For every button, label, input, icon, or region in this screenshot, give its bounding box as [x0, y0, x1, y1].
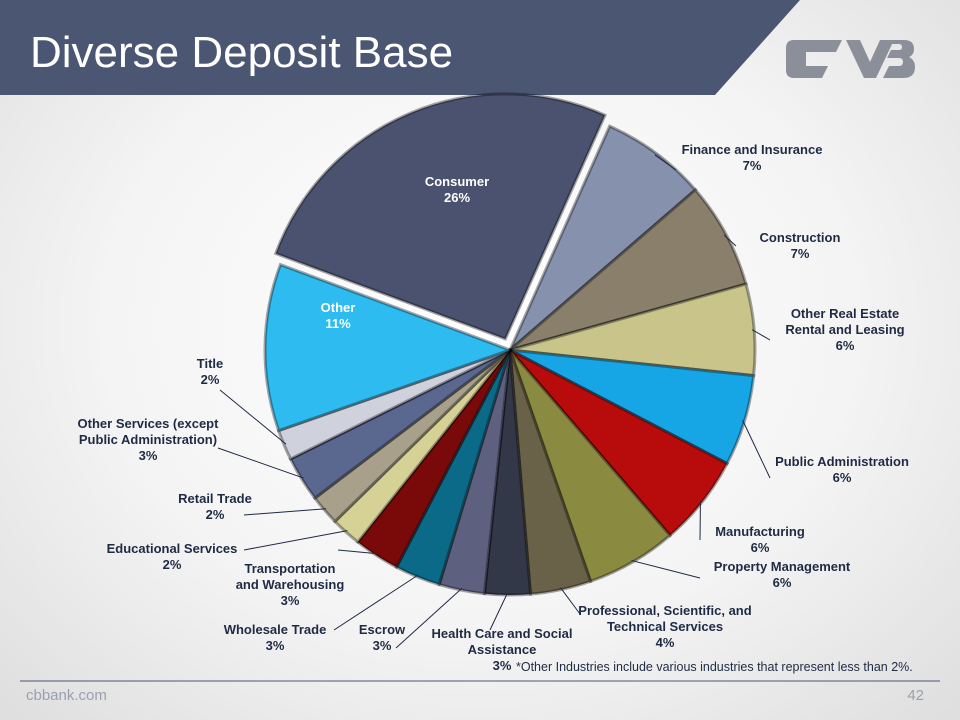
leader-line: [560, 587, 581, 615]
category-label: Property Management: [713, 559, 851, 574]
slice-label: Property Management 6%: [697, 559, 867, 591]
value-label: 26%: [443, 190, 471, 205]
pie-slice: [508, 349, 673, 584]
category-label: Finance and Insurance: [681, 142, 823, 157]
leader-line: [333, 574, 419, 631]
value-label: 6%: [835, 338, 855, 353]
value-label: 3%: [280, 593, 300, 608]
pie-slice: [508, 349, 593, 596]
pie-slice: [332, 348, 512, 545]
category-label: Retail Trade: [178, 491, 252, 506]
leader-line: [337, 549, 378, 555]
slice-label: Other Services (except Public Administra…: [63, 416, 233, 464]
pie-slice: [394, 349, 512, 587]
pie-slice: [273, 92, 607, 341]
category-label: Other Real Estate Rental and Leasing: [785, 306, 905, 337]
leader-line: [243, 530, 348, 551]
leader-line: [654, 154, 677, 171]
slice-label: Title 2%: [180, 356, 240, 388]
pie-slice: [509, 187, 748, 352]
category-label: Title: [196, 356, 224, 371]
category-label: Wholesale Trade: [223, 622, 327, 637]
pie-slice: [288, 348, 511, 501]
slice-label: Professional, Scientific, and Technical …: [560, 603, 770, 651]
value-label: 7%: [790, 246, 810, 261]
page-number: 42: [907, 687, 924, 704]
slice-label: Finance and Insurance 7%: [667, 142, 837, 174]
category-label: Other Services (except Public Administra…: [77, 416, 219, 447]
leader-line: [631, 559, 701, 579]
pie-slice: [508, 348, 730, 538]
value-label: 2%: [162, 557, 182, 572]
slice-label: Construction 7%: [735, 230, 865, 262]
category-label: Consumer: [424, 174, 490, 189]
footnote: *Other Industries include various indust…: [516, 660, 913, 674]
pie-slice: [508, 124, 698, 352]
value-label: 3%: [492, 658, 512, 673]
leader-line: [751, 329, 771, 341]
value-label: 2%: [205, 507, 225, 522]
slice-label: Manufacturing 6%: [695, 524, 825, 556]
pie-slice: [355, 349, 512, 570]
category-label: Construction: [759, 230, 841, 245]
pie-slice: [276, 348, 511, 461]
leader-line: [219, 389, 287, 445]
slice-label: Consumer 26%: [397, 174, 517, 206]
category-label: Transportation and Warehousing: [235, 561, 345, 592]
pie-slice: [509, 282, 757, 378]
value-label: 7%: [742, 158, 762, 173]
category-label: Professional, Scientific, and Technical …: [578, 603, 752, 634]
slice-label: Wholesale Trade 3%: [215, 622, 335, 654]
slide-title: Diverse Deposit Base: [30, 28, 454, 77]
category-label: Health Care and Social Assistance: [431, 626, 573, 657]
value-label: 11%: [325, 316, 351, 331]
slice-label: Public Administration 6%: [762, 454, 922, 486]
value-label: 6%: [832, 470, 852, 485]
value-label: 6%: [772, 575, 792, 590]
slice-label: Other 11%: [298, 300, 378, 332]
slice-label: Retail Trade 2%: [155, 491, 275, 523]
pie-slice: [263, 262, 515, 433]
slice-label: Transportation and Warehousing 3%: [235, 561, 345, 609]
leader-line: [742, 420, 771, 479]
category-label: Manufacturing: [715, 524, 805, 539]
pie-slice: [509, 348, 756, 466]
category-label: Other: [320, 300, 356, 315]
leader-line: [243, 508, 327, 516]
value-label: 3%: [372, 638, 392, 653]
category-label: Educational Services: [106, 541, 238, 556]
pie-slice: [312, 348, 512, 524]
leader-line: [723, 234, 737, 247]
value-label: 4%: [655, 635, 675, 650]
value-label: 6%: [750, 540, 770, 555]
site-name: cbbank.com: [26, 687, 107, 704]
slice-label: Other Real Estate Rental and Leasing 6%: [780, 306, 910, 354]
slice-label: Escrow 3%: [352, 622, 412, 654]
pie-slice: [482, 349, 533, 597]
value-label: 2%: [200, 372, 220, 387]
category-label: Public Administration: [775, 454, 909, 469]
logo: [786, 40, 915, 78]
pie-slice: [437, 349, 512, 596]
leader-line: [217, 447, 304, 479]
pie: [263, 92, 757, 597]
value-label: 3%: [138, 448, 158, 463]
slice-label: Health Care and Social Assistance 3%: [427, 626, 577, 674]
slice-label: Educational Services 2%: [97, 541, 247, 573]
leader-line: [489, 592, 508, 631]
value-label: 3%: [265, 638, 285, 653]
category-label: Escrow: [358, 622, 406, 637]
title-banner: [0, 0, 800, 95]
leader-line: [395, 587, 463, 649]
